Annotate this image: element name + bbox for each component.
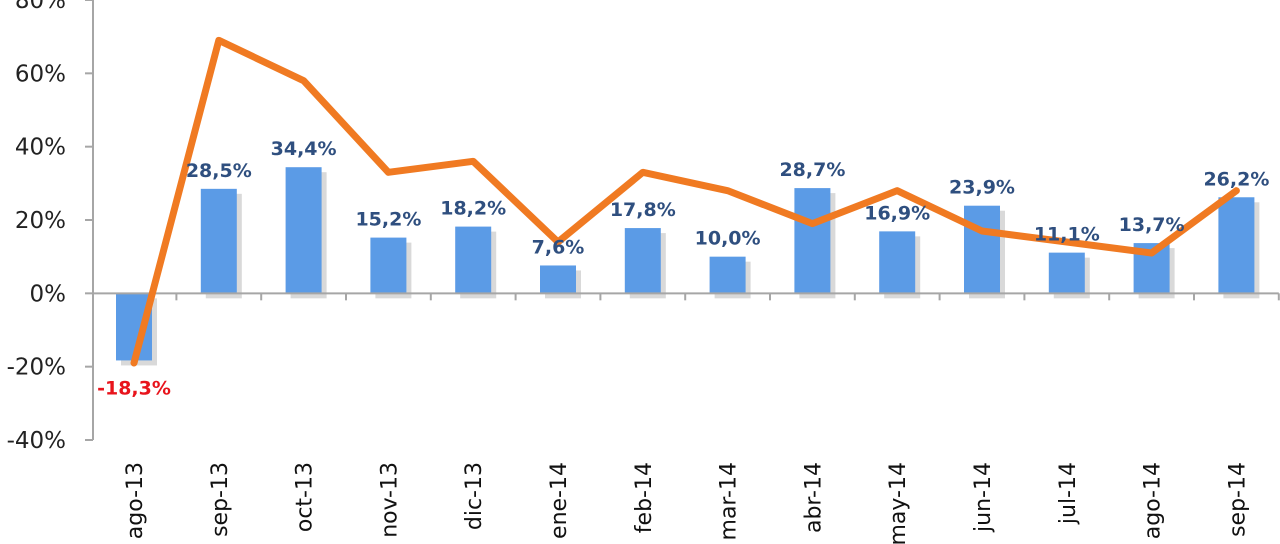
data-label: 17,8% — [610, 199, 676, 221]
x-tick-label: feb-14 — [632, 462, 657, 533]
bar-feb-14 — [624, 228, 661, 294]
x-tick-label: jul-14 — [1056, 462, 1081, 525]
line-series — [130, 36, 1240, 367]
bar-sep-14 — [1218, 197, 1255, 294]
data-label: 13,7% — [1119, 214, 1185, 236]
data-label: 34,4% — [271, 138, 337, 160]
bar-jul-14 — [1048, 252, 1085, 294]
data-label: 7,6% — [532, 236, 585, 258]
bar-jun-14 — [964, 205, 1000, 294]
bar-abr-14 — [794, 188, 831, 294]
line-series-path — [130, 36, 1240, 367]
data-label: 16,9% — [864, 202, 930, 224]
data-label: 28,5% — [186, 160, 252, 182]
x-tick-label: ene-14 — [547, 462, 572, 539]
y-tick-label: 80% — [15, 0, 66, 14]
data-label: 26,2% — [1203, 168, 1269, 190]
data-label: -18,3% — [97, 377, 171, 399]
y-tick-label: 0% — [30, 281, 67, 307]
y-tick-labels: -40% -20% 0% 20% 40% 60% 80% — [7, 0, 66, 454]
bar-sep-13 — [200, 188, 237, 294]
bar-ene-14 — [540, 265, 576, 294]
data-label: 18,2% — [440, 198, 506, 220]
bar-dic-13 — [455, 226, 492, 294]
x-tick-label: jun-14 — [971, 462, 996, 533]
x-tick-label: may-14 — [886, 462, 911, 544]
x-tick-label: ago-14 — [1141, 462, 1166, 539]
bar-mar-14 — [709, 256, 746, 294]
data-label: 10,0% — [695, 228, 761, 250]
bar-may-14 — [879, 231, 916, 294]
y-tick-label: 20% — [15, 208, 66, 234]
y-tick-label: -20% — [7, 355, 66, 381]
x-tick-label: dic-13 — [462, 462, 487, 530]
x-tick-label: nov-13 — [377, 462, 402, 538]
y-tick-label: 60% — [15, 61, 66, 87]
data-label: 15,2% — [355, 209, 421, 231]
x-tick-label: mar-14 — [717, 462, 742, 540]
x-tick-labels: ago-13 sep-13 oct-13 nov-13 dic-13 ene-14 feb-… — [123, 462, 1250, 544]
data-label: 11,1% — [1034, 224, 1100, 246]
bar-oct-13 — [285, 167, 322, 294]
x-tick-label: ago-13 — [123, 462, 148, 539]
data-labels: -18,3% 28,5% 34,4% 15,2% 18,2% 7,6% 17,8% 10,0%… — [97, 138, 1269, 399]
x-tick-label: oct-13 — [293, 462, 318, 532]
axes — [85, 0, 1280, 441]
data-label: 23,9% — [949, 177, 1015, 199]
y-tick-label: 40% — [15, 135, 66, 161]
bar-nov-13 — [370, 237, 407, 294]
x-tick-label: abr-14 — [801, 462, 826, 533]
bars — [116, 167, 1255, 361]
x-tick-label: sep-13 — [208, 462, 233, 537]
data-label: 28,7% — [779, 159, 845, 181]
x-tick-label: sep-14 — [1225, 462, 1250, 537]
y-tick-label: -40% — [7, 428, 66, 454]
